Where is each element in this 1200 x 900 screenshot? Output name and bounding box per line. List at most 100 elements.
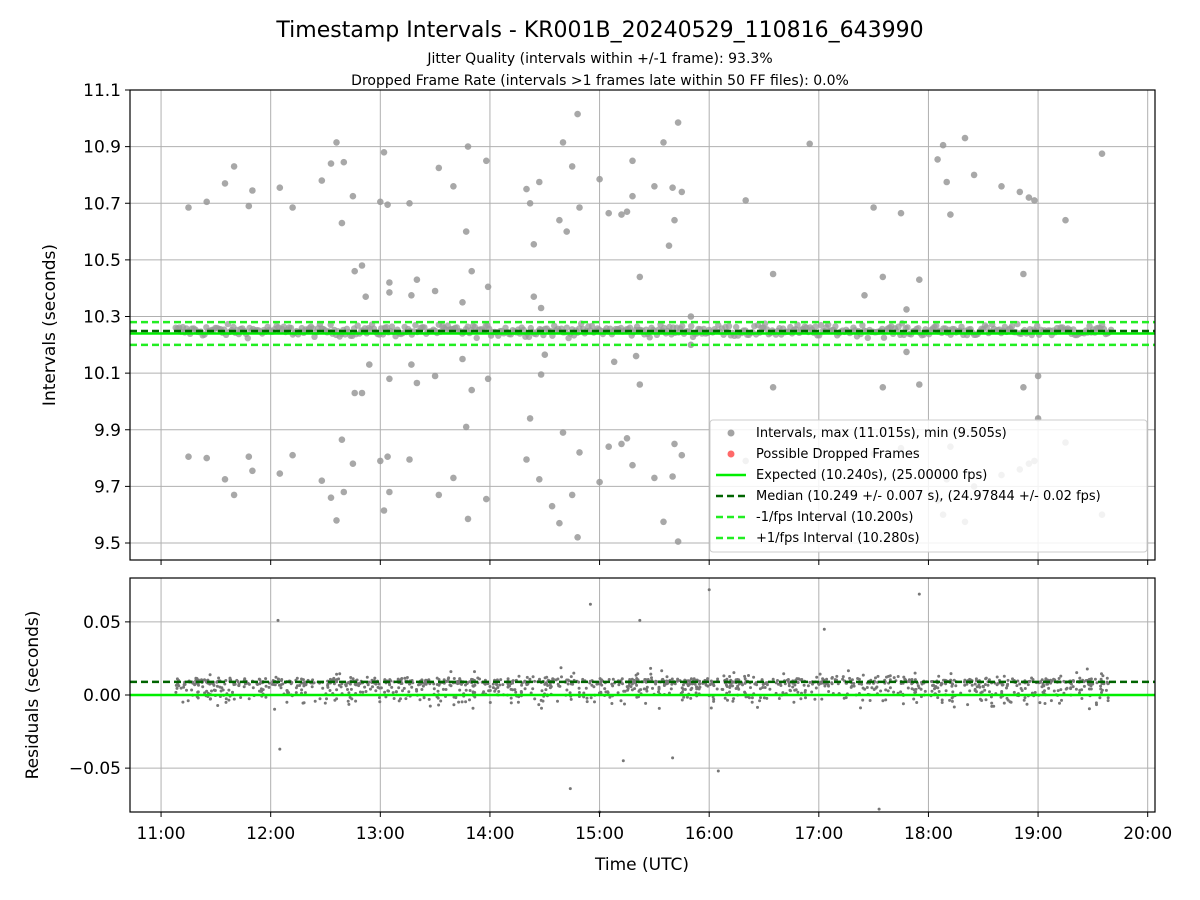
residual-point (338, 672, 342, 676)
interval-point (537, 371, 545, 378)
residual-point (865, 686, 869, 689)
residual-point (758, 687, 762, 691)
residual-point (1069, 687, 1073, 691)
residual-point (990, 701, 994, 705)
residual-point (533, 679, 537, 683)
residual-point (886, 689, 890, 693)
residual-point (328, 689, 332, 692)
residual-point (841, 677, 845, 681)
residual-point (1019, 687, 1023, 690)
residual-point (1023, 687, 1027, 690)
intervals-plot-frame (129, 89, 1156, 561)
residual-point (468, 689, 472, 692)
residual-point (758, 699, 762, 703)
interval-point (384, 453, 391, 461)
residual-point (449, 684, 453, 688)
interval-point (276, 470, 284, 477)
residuals-y-ticks: −0.05 0.00 0.05 (69, 613, 130, 779)
residual-point (654, 679, 658, 683)
residual-point (537, 703, 541, 707)
residual-point (300, 677, 303, 681)
residual-point (396, 677, 400, 681)
residual-point (675, 679, 679, 683)
interval-point (377, 198, 384, 206)
residual-point (545, 682, 549, 686)
residual-point (1095, 681, 1099, 685)
residual-point (1005, 696, 1009, 700)
residual-point (278, 683, 281, 687)
residual-point (695, 685, 699, 689)
legend: Intervals, max (11.015s), min (9.505s) P… (709, 419, 1148, 553)
interval-point (450, 474, 457, 482)
legend-label-dropped: Possible Dropped Frames (756, 447, 920, 462)
residual-point (577, 686, 581, 690)
residual-point (514, 690, 518, 694)
residual-point (1033, 691, 1037, 694)
residual-point (669, 687, 673, 691)
residual-point (676, 677, 680, 681)
residual-point (815, 675, 819, 679)
residual-point (351, 677, 355, 681)
residual-point (1031, 678, 1035, 681)
residual-point (1087, 687, 1091, 691)
residual-point (190, 688, 194, 692)
interval-point (548, 502, 556, 510)
residual-point (349, 676, 353, 679)
residual-point (899, 690, 903, 694)
residual-point (747, 674, 750, 677)
interval-point (525, 333, 533, 341)
interval-point (484, 283, 492, 291)
residual-point (1043, 702, 1047, 705)
interval-point (939, 141, 947, 149)
residual-point (980, 699, 984, 702)
residual-point (569, 682, 573, 686)
residual-point (556, 682, 560, 686)
residual-point (617, 683, 621, 687)
interval-point (386, 375, 393, 383)
interval-point (646, 334, 653, 341)
y-tick-label: 9.5 (94, 534, 121, 554)
interval-point (468, 267, 476, 275)
residual-point (346, 688, 349, 691)
residual-point (709, 706, 713, 710)
residual-point (516, 700, 520, 704)
residual-point (686, 679, 690, 683)
residual-point (347, 680, 351, 684)
residual-point (540, 689, 544, 693)
residual-point (814, 686, 818, 690)
residual-point (712, 697, 716, 701)
residual-point (849, 685, 853, 689)
interval-point (678, 188, 686, 196)
residual-point (452, 703, 456, 707)
residual-point (737, 687, 741, 691)
residual-point (1060, 698, 1063, 702)
residual-point (556, 699, 559, 703)
interval-point (450, 183, 457, 190)
residual-point (786, 680, 790, 683)
interval-point (1098, 150, 1106, 157)
residual-point (528, 677, 532, 681)
residual-point (643, 678, 647, 681)
residual-point (588, 602, 592, 606)
residual-point (1052, 677, 1056, 681)
residual-point (734, 678, 738, 682)
residual-point (1047, 686, 1051, 690)
residual-point (765, 696, 769, 700)
residual-point (933, 686, 937, 690)
interval-point (421, 324, 428, 331)
residual-point (937, 674, 941, 678)
interval-point (526, 415, 534, 422)
legend-label-intervals: Intervals, max (11.015s), min (9.505s) (756, 426, 1007, 441)
interval-point (651, 474, 658, 482)
interval-point (588, 322, 596, 330)
residual-point (762, 696, 766, 700)
residual-point (622, 689, 626, 693)
residual-point (709, 679, 713, 683)
residual-point (743, 674, 747, 678)
residual-point (721, 688, 725, 691)
residual-point (808, 680, 812, 684)
residual-point (1015, 684, 1019, 688)
residual-point (551, 677, 555, 681)
residual-point (633, 687, 637, 691)
residual-point (276, 618, 280, 622)
